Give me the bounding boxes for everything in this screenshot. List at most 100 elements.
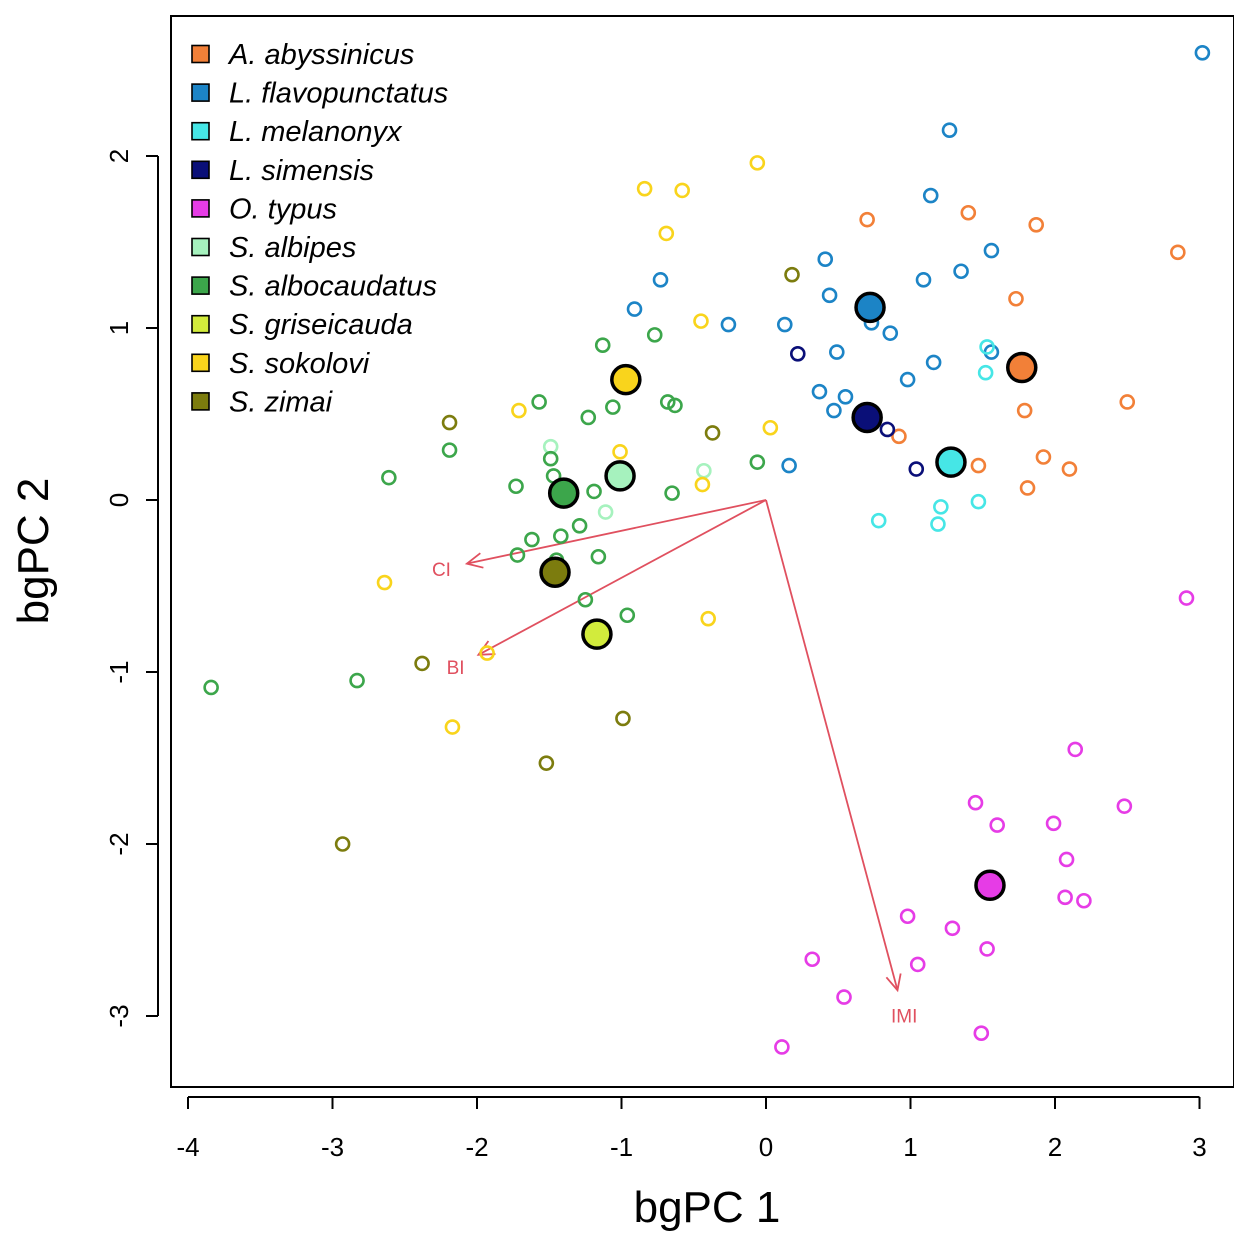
y-axis: -3 -2 -1 0 1 2 [104,149,159,1028]
data-point [1035,449,1052,465]
y-tick-label: 2 [104,149,134,163]
group-mean-point [539,556,571,588]
data-point [553,528,569,544]
data-point [870,512,887,529]
data-point [944,920,961,937]
data-point [538,755,555,771]
legend-label: S. sokolovi [229,348,371,380]
legend-label: S. griseicauda [229,309,413,341]
data-point [837,388,854,405]
data-point [826,402,842,419]
x-tick-label: 3 [1192,1132,1206,1162]
data-point [977,364,994,381]
data-point [704,425,721,441]
data-point [899,371,916,388]
vector-arrowhead [464,552,484,569]
data-point [836,989,852,1005]
data-point [674,182,690,199]
legend-label: S. albipes [229,232,356,264]
data-point [908,461,925,477]
data-point [203,679,219,696]
legend-label: S. albocaudatus [229,271,437,303]
data-point [979,339,995,355]
data-point [817,251,834,268]
data-point [1058,851,1075,868]
data-point [784,266,800,283]
group-mean-point [604,460,636,492]
legend-label: L. flavopunctatus [229,78,448,110]
data-point [612,444,628,460]
data-point [1008,290,1024,307]
data-point [580,409,597,426]
data-point [899,908,916,925]
data-point [762,419,779,436]
data-point [970,457,987,474]
data-point [441,442,458,458]
y-axis-title: bgPC 2 [9,478,58,625]
y-tick-label: 1 [104,321,134,335]
data-point [1019,480,1036,496]
x-tick-label: 1 [903,1132,917,1162]
vector-imi [765,499,899,991]
data-point [970,493,987,510]
data-point [1045,815,1062,832]
data-point [891,428,907,445]
data-point [909,956,926,973]
data-point [626,301,643,317]
data-point [586,483,602,500]
vector-label: IMI [891,1006,917,1027]
data-point [879,421,896,438]
data-point [508,478,524,495]
y-tick-label: -3 [104,1004,134,1027]
data-point [922,187,939,204]
x-axis-title: bgPC 1 [634,1183,781,1232]
data-point [636,180,653,197]
data-point [804,951,821,968]
x-tick-label: -1 [610,1132,633,1162]
data-point [664,485,680,501]
data-point [821,287,838,304]
group-mean-point [974,869,1006,902]
x-tick-label: -4 [176,1132,199,1162]
group-mean-point [854,291,886,324]
legend-swatch [191,314,210,334]
data-point [381,469,397,486]
data-point [774,1039,790,1055]
data-point [605,399,621,415]
data-point [594,337,611,354]
loading-vectors: CI BI IMI [432,499,917,1027]
data-point [444,719,461,735]
legend-label: A. abyssinicus [227,39,414,71]
data-point [973,1025,990,1041]
legend-label: O. typus [229,193,337,225]
data-point [882,325,899,341]
group-mean-point [581,618,613,650]
data-point [811,383,828,400]
data-point [1170,244,1186,261]
data-point [658,225,675,242]
vector-label: BI [447,658,465,679]
data-point [1076,892,1092,909]
data-point [933,499,949,515]
data-point [915,272,932,288]
data-point [652,272,669,288]
vector-arrowhead [885,973,902,993]
data-point [749,454,766,470]
data-point [979,941,995,957]
data-point [781,457,797,474]
x-tick-label: 2 [1048,1132,1062,1162]
data-point [615,710,631,727]
group-mean-point [935,446,967,478]
legend-swatch [191,44,210,64]
data-point [479,645,495,661]
data-point [619,607,636,624]
data-point [789,345,806,362]
data-point [1028,217,1045,233]
data-point [693,313,709,329]
data-point [441,414,458,431]
legend: A. abyssinicus L. flavopunctatus L. melano… [191,39,448,418]
data-point [542,450,559,467]
group-mean-point [851,401,883,434]
data-point [376,574,393,591]
legend-label: L. melanonyx [229,116,403,148]
